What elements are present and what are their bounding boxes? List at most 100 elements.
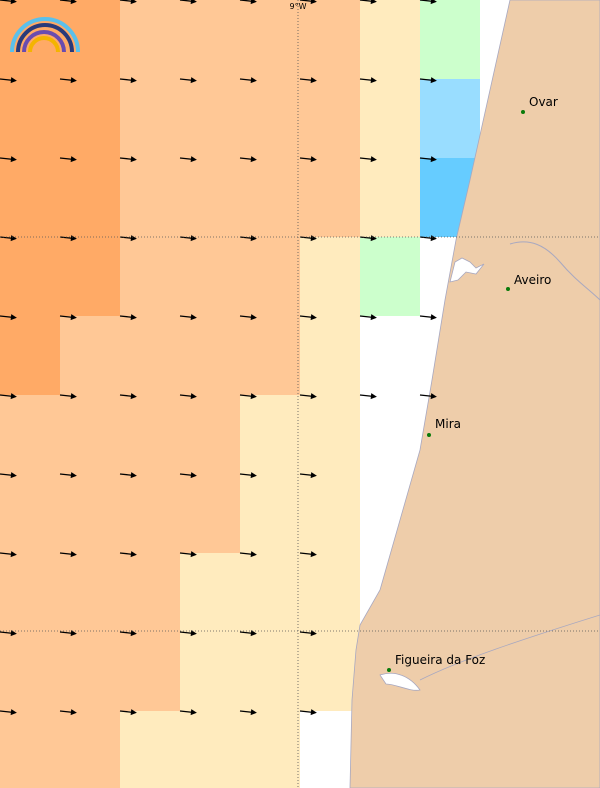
wave-cell: [300, 237, 360, 711]
wave-cell: [300, 0, 360, 237]
arrow-shaft: [179, 0, 193, 3]
arrow-shaft: [239, 394, 253, 398]
wave-arrow: [419, 156, 437, 163]
arrow-head: [10, 551, 17, 558]
arrow-shaft: [359, 315, 373, 319]
arrow-head: [310, 314, 317, 321]
arrow-head: [10, 77, 17, 84]
wave-arrow: [359, 314, 377, 321]
arrow-shaft: [119, 552, 133, 556]
arrow-head: [10, 156, 17, 163]
estuary: [379, 672, 421, 691]
wave-cell: [180, 0, 240, 553]
wave-arrow: [119, 709, 137, 716]
arrow-head: [370, 77, 377, 84]
arrow-shaft: [59, 157, 73, 161]
arrow-head: [370, 314, 377, 321]
wave-arrow: [119, 77, 137, 84]
arrow-shaft: [119, 473, 133, 477]
wave-arrow: [299, 393, 317, 400]
wave-arrow: [0, 77, 17, 84]
wave-arrow: [239, 393, 257, 400]
arrow-head: [190, 709, 197, 716]
arrow-head: [70, 393, 77, 400]
wave-arrow: [119, 630, 137, 637]
arrow-shaft: [119, 394, 133, 398]
wave-arrow: [119, 156, 137, 163]
wave-cell: [420, 0, 480, 79]
arrow-head: [190, 393, 197, 400]
wave-arrow: [59, 551, 77, 558]
wave-cell: [0, 395, 60, 788]
arrow-shaft: [179, 78, 193, 82]
wave-cell: [60, 0, 120, 316]
arrow-head: [310, 156, 317, 163]
wave-cell: [0, 0, 60, 395]
wave-arrow: [0, 393, 17, 400]
arrow-shaft: [299, 315, 313, 319]
arrow-shaft: [419, 315, 433, 319]
wave-arrow: [239, 630, 257, 637]
arrow-head: [10, 630, 17, 637]
arrow-head: [190, 314, 197, 321]
wave-cells: [0, 0, 480, 788]
arrow-head: [130, 630, 137, 637]
arrow-head: [310, 393, 317, 400]
wave-cell: [120, 0, 180, 711]
arrow-head: [70, 0, 77, 5]
arrow-head: [250, 156, 257, 163]
wave-arrow: [59, 156, 77, 163]
arrow-shaft: [419, 157, 433, 161]
wave-arrow: [299, 472, 317, 479]
arrow-shaft: [359, 157, 373, 161]
arrow-head: [10, 0, 17, 5]
city-dot: [387, 668, 391, 672]
wave-arrow: [59, 630, 77, 637]
arrow-shaft: [0, 394, 13, 398]
wave-arrow: [359, 393, 377, 400]
arrow-shaft: [239, 552, 253, 556]
arrow-shaft: [59, 473, 73, 477]
wave-arrow: [419, 393, 437, 400]
wave-arrow: [239, 0, 257, 5]
arrow-shaft: [359, 236, 373, 240]
arrow-head: [370, 156, 377, 163]
wave-arrow: [239, 156, 257, 163]
arrow-shaft: [59, 394, 73, 398]
wave-arrow: [0, 472, 17, 479]
arrow-head: [130, 77, 137, 84]
arrow-shaft: [59, 710, 73, 714]
arrow-shaft: [119, 0, 133, 3]
arrow-head: [310, 630, 317, 637]
arrow-head: [250, 77, 257, 84]
wave-arrow: [299, 709, 317, 716]
wave-arrow: [119, 314, 137, 321]
arrow-shaft: [179, 394, 193, 398]
arrow-head: [370, 393, 377, 400]
land: [349, 0, 600, 788]
arrow-shaft: [0, 315, 13, 319]
arrow-shaft: [0, 236, 13, 240]
wave-arrow: [239, 472, 257, 479]
wave-arrow: [0, 156, 17, 163]
wave-arrow: [299, 0, 317, 5]
wave-arrow: [59, 472, 77, 479]
arrow-head: [70, 77, 77, 84]
wave-cell: [60, 316, 120, 788]
arrow-shaft: [59, 78, 73, 82]
arrow-shaft: [299, 78, 313, 82]
wave-cell: [360, 0, 420, 237]
arrow-shaft: [179, 552, 193, 556]
arrow-shaft: [0, 78, 13, 82]
arrow-head: [130, 0, 137, 5]
arrow-shaft: [239, 157, 253, 161]
city-label: Mira: [435, 417, 461, 431]
arrow-shaft: [0, 552, 13, 556]
river: [419, 614, 600, 681]
arrow-head: [130, 551, 137, 558]
cities: Ovar Aveiro Mira Figueira da Foz: [387, 95, 558, 672]
arrow-shaft: [419, 78, 433, 82]
arrow-shaft: [299, 157, 313, 161]
arrow-head: [190, 551, 197, 558]
arrow-head: [190, 472, 197, 479]
